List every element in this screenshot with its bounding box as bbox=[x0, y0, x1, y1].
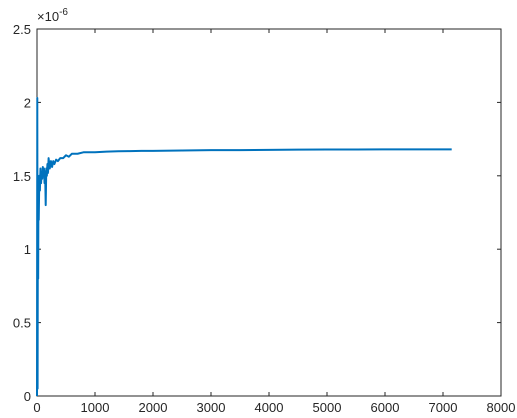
x-tick-label: 7000 bbox=[429, 400, 458, 415]
x-tick-label: 4000 bbox=[255, 400, 284, 415]
y-exponent-base: ×10 bbox=[37, 9, 59, 24]
x-tick-label: 5000 bbox=[313, 400, 342, 415]
y-exponent-power: -6 bbox=[59, 7, 68, 18]
x-tick-label: 3000 bbox=[197, 400, 226, 415]
x-tick-label: 2000 bbox=[139, 400, 168, 415]
x-tick-label: 1000 bbox=[81, 400, 110, 415]
y-tick-label: 0 bbox=[24, 389, 31, 404]
y-tick-label: 1 bbox=[24, 242, 31, 257]
x-tick-label: 0 bbox=[33, 400, 40, 415]
series-line bbox=[36, 97, 452, 397]
series-group bbox=[36, 97, 452, 397]
x-axis-ticks: 0 1000 2000 3000 4000 5000 6000 7000 8000 bbox=[33, 29, 515, 415]
y-axis-exponent-label: ×10-6 bbox=[37, 7, 68, 24]
y-tick-label: 1.5 bbox=[13, 169, 31, 184]
x-tick-label: 6000 bbox=[371, 400, 400, 415]
axes-frame bbox=[36, 28, 502, 397]
x-tick-label: 8000 bbox=[487, 400, 516, 415]
y-tick-label: 2 bbox=[24, 95, 31, 110]
y-axis-ticks: 0 0.5 1 1.5 2 2.5 bbox=[13, 22, 501, 404]
y-tick-label: 0.5 bbox=[13, 316, 31, 331]
y-tick-label: 2.5 bbox=[13, 22, 31, 37]
